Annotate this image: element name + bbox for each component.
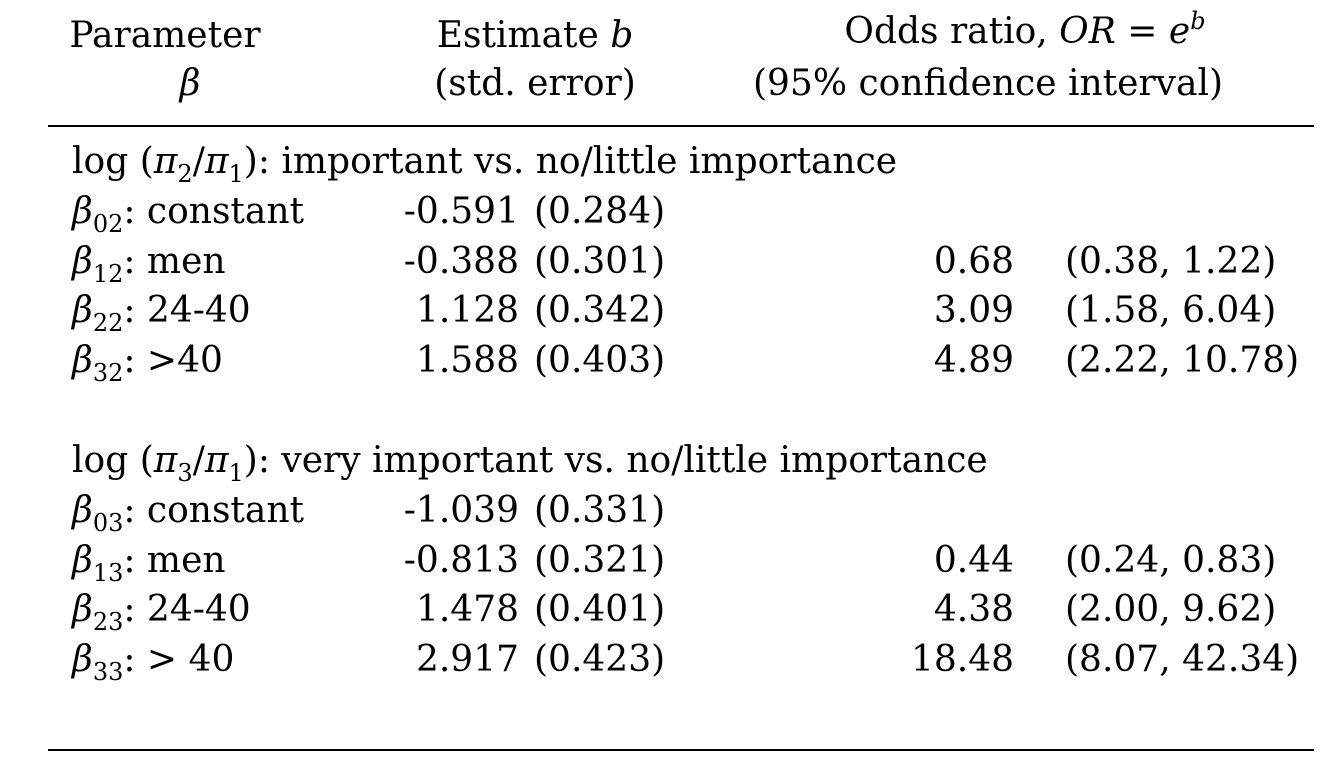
section-title-den: π [204, 141, 229, 182]
parameter-symbol: β [72, 290, 93, 331]
header-estimate-var: b [610, 15, 634, 56]
parameter-symbol: β [72, 589, 93, 630]
row-parameter: β02: constant [72, 191, 305, 237]
section-title-den: π [204, 440, 229, 481]
parameter-subscript: 32 [92, 359, 124, 387]
parameter-subscript: 12 [92, 260, 124, 288]
row-odds-ratio: 3.09 [933, 290, 1014, 331]
row-confidence-interval: (0.24, 0.83) [1065, 540, 1277, 581]
row-odds-ratio: 4.38 [933, 589, 1014, 630]
section-title-num-sub: 2 [177, 160, 193, 188]
bottom-rule [48, 749, 1314, 751]
header-or-symbol: OR [1059, 11, 1116, 52]
section-title-text: : very important vs. no/little importanc… [257, 440, 988, 481]
row-parameter: β03: constant [72, 490, 305, 536]
parameter-symbol: β [72, 340, 93, 381]
row-std-error: (0.284) [534, 191, 666, 232]
parameter-label: : constant [123, 490, 305, 531]
parameter-label: : men [123, 241, 226, 282]
row-estimate: -1.039 [403, 490, 519, 531]
row-odds-ratio: 18.48 [910, 639, 1014, 680]
header-odds-ratio-label: Odds ratio, [844, 11, 1048, 52]
header-estimate-label: Estimate [436, 15, 599, 56]
row-confidence-interval: (0.38, 1.22) [1065, 241, 1277, 282]
section-title-log: log [72, 141, 129, 182]
section-title: log (π3/π1): very important vs. no/littl… [72, 440, 988, 487]
parameter-symbol: β [72, 540, 93, 581]
row-estimate: -0.813 [403, 540, 519, 581]
row-std-error: (0.331) [534, 490, 666, 531]
parameter-label: : >40 [123, 340, 223, 381]
row-parameter: β32: >40 [72, 340, 223, 386]
row-parameter: β23: 24-40 [72, 589, 251, 635]
row-std-error: (0.301) [534, 241, 666, 282]
row-odds-ratio: 0.44 [933, 540, 1014, 581]
row-std-error: (0.401) [534, 589, 666, 630]
row-confidence-interval: (1.58, 6.04) [1065, 290, 1277, 331]
section-title-den-sub: 1 [228, 160, 244, 188]
section-title-log: log [72, 440, 129, 481]
header-beta: β [179, 63, 201, 104]
section-title-num-sub: 3 [177, 459, 193, 487]
row-estimate: 1.588 [415, 340, 519, 381]
parameter-symbol: β [72, 191, 93, 232]
section-title-num: π [153, 141, 178, 182]
section-title-text: : important vs. no/little importance [257, 141, 898, 182]
row-estimate: 1.478 [415, 589, 519, 630]
row-parameter: β33: > 40 [72, 639, 235, 685]
row-odds-ratio: 4.89 [933, 340, 1014, 381]
header-odds-ratio: Odds ratio, OR = eb [844, 9, 1205, 52]
row-estimate: -0.388 [403, 241, 519, 282]
row-parameter: β22: 24-40 [72, 290, 251, 336]
parameter-subscript: 13 [92, 559, 124, 587]
parameter-label: : 24-40 [123, 290, 251, 331]
header-confidence-interval: (95% confidence interval) [752, 63, 1224, 104]
row-std-error: (0.403) [534, 340, 666, 381]
parameter-subscript: 02 [92, 210, 124, 238]
row-estimate: -0.591 [403, 191, 519, 232]
row-confidence-interval: (2.22, 10.78) [1065, 340, 1300, 381]
header-std-error: (std. error) [434, 63, 636, 104]
header-parameter: Parameter [69, 15, 261, 56]
header-e-sup: b [1190, 7, 1206, 35]
header-e: e [1168, 11, 1191, 52]
parameter-subscript: 03 [92, 509, 124, 537]
parameter-symbol: β [72, 241, 93, 282]
row-parameter: β12: men [72, 241, 226, 287]
parameter-subscript: 33 [92, 658, 124, 686]
row-std-error: (0.342) [534, 290, 666, 331]
row-odds-ratio: 0.68 [933, 241, 1014, 282]
row-parameter: β13: men [72, 540, 226, 586]
parameter-subscript: 23 [92, 608, 124, 636]
parameter-label: : men [123, 540, 226, 581]
row-confidence-interval: (8.07, 42.34) [1065, 639, 1300, 680]
section-title: log (π2/π1): important vs. no/little imp… [72, 141, 898, 188]
header-estimate: Estimate b [437, 18, 634, 54]
row-estimate: 1.128 [415, 290, 519, 331]
parameter-subscript: 22 [92, 309, 124, 337]
row-estimate: 2.917 [415, 639, 519, 680]
parameter-symbol: β [72, 490, 93, 531]
row-confidence-interval: (2.00, 9.62) [1065, 589, 1277, 630]
row-std-error: (0.423) [534, 639, 666, 680]
parameter-label: : > 40 [123, 639, 235, 680]
parameter-symbol: β [72, 639, 93, 680]
parameter-label: : constant [123, 191, 305, 232]
header-equals: = [1127, 11, 1158, 52]
parameter-label: : 24-40 [123, 589, 251, 630]
section-title-den-sub: 1 [228, 459, 244, 487]
header-rule [48, 125, 1314, 127]
section-title-num: π [153, 440, 178, 481]
row-std-error: (0.321) [534, 540, 666, 581]
